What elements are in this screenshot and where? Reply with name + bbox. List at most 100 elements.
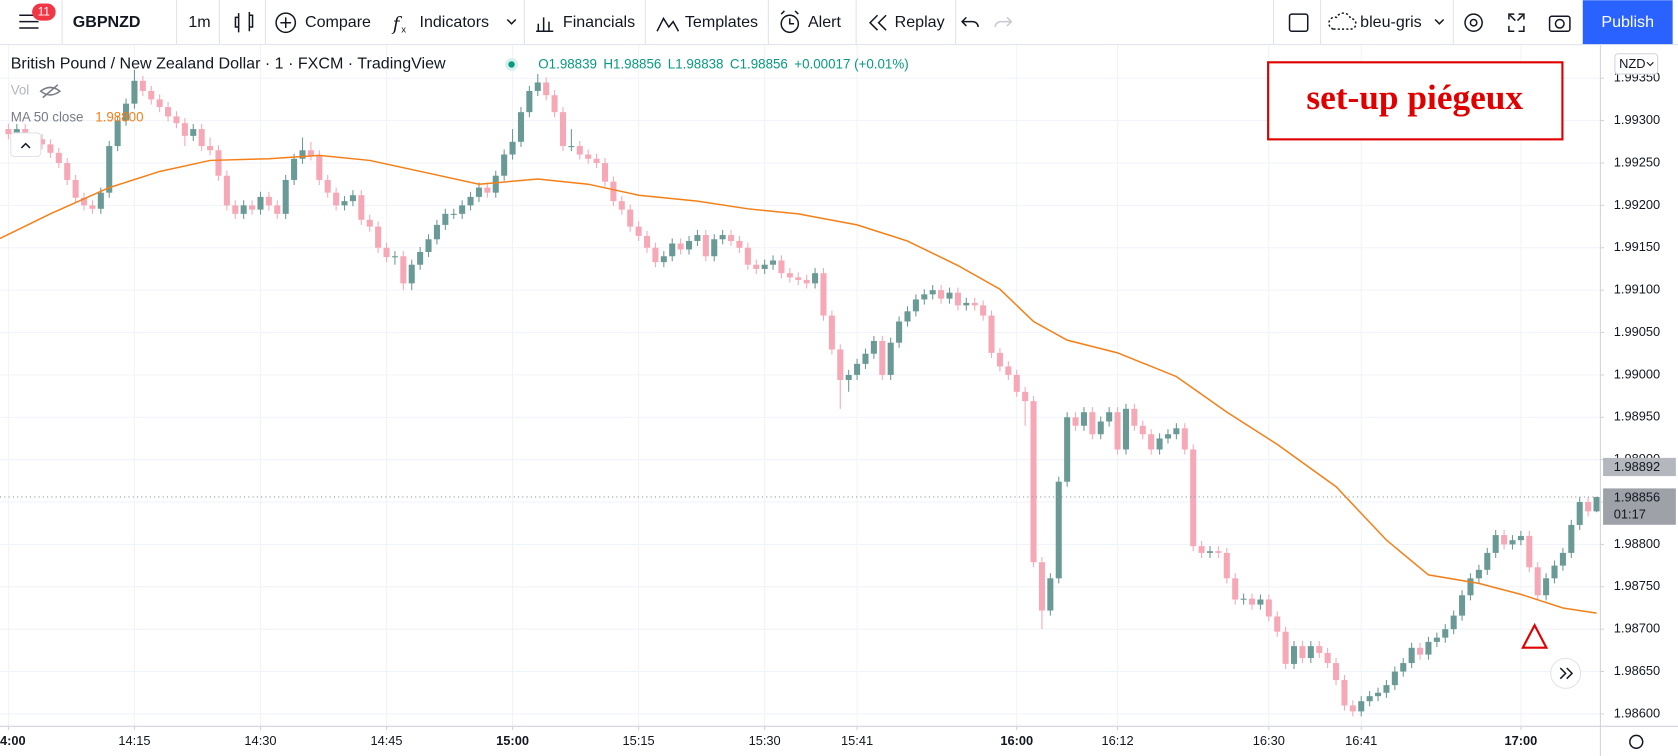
candle-body bbox=[47, 144, 54, 153]
candle-body bbox=[181, 123, 188, 136]
candle-body bbox=[89, 205, 96, 209]
candle-body bbox=[1055, 481, 1062, 579]
candle-body bbox=[1349, 705, 1356, 712]
layout-icon[interactable] bbox=[1288, 13, 1309, 33]
candle-body bbox=[1240, 598, 1247, 600]
candle-body bbox=[786, 273, 793, 278]
candle-body bbox=[156, 99, 163, 108]
compare-button[interactable]: Compare bbox=[305, 13, 371, 31]
hidden-icon[interactable] bbox=[39, 84, 62, 99]
candle-body bbox=[963, 302, 970, 306]
publish-button[interactable] bbox=[1582, 0, 1673, 45]
candle-body bbox=[316, 155, 323, 180]
candle-body bbox=[274, 205, 281, 214]
candle-body bbox=[509, 141, 516, 155]
annotation[interactable]: set-up piégeux bbox=[1306, 78, 1523, 117]
chart-type-icon[interactable] bbox=[234, 12, 254, 33]
indicators-button[interactable]: Indicators bbox=[420, 13, 490, 31]
dropdown-icon[interactable] bbox=[1434, 18, 1445, 25]
ma-value: 1.98800 bbox=[95, 109, 143, 124]
candle-body bbox=[484, 187, 491, 193]
candle-body bbox=[282, 179, 289, 214]
candle-body bbox=[139, 80, 146, 91]
y-tick-label: 1.99050 bbox=[1614, 324, 1660, 339]
candle-body bbox=[845, 374, 852, 380]
templates-button[interactable]: Templates bbox=[685, 13, 758, 31]
x-tick-label: 15:30 bbox=[749, 733, 781, 748]
candle-body bbox=[1517, 535, 1524, 541]
candle-body bbox=[1139, 425, 1146, 435]
collapse-button[interactable] bbox=[10, 132, 42, 158]
legend: British Pound / New Zealand Dollar · 1 ·… bbox=[10, 55, 909, 158]
annotation-box[interactable] bbox=[1267, 61, 1564, 141]
candle-body bbox=[1013, 374, 1020, 392]
candle-body bbox=[383, 247, 390, 258]
candle-body bbox=[1114, 412, 1121, 450]
candle-body bbox=[341, 201, 348, 206]
candle-body bbox=[442, 213, 449, 225]
candle-body bbox=[1097, 421, 1104, 435]
candle-body bbox=[55, 152, 62, 163]
candle-body bbox=[996, 352, 1003, 367]
candle-body bbox=[333, 192, 340, 206]
candle-body bbox=[1333, 663, 1340, 681]
candle-body bbox=[467, 196, 474, 206]
undo[interactable] bbox=[961, 16, 979, 28]
symbol[interactable]: GBPNZD bbox=[73, 13, 141, 31]
replay-button[interactable]: Replay bbox=[895, 13, 945, 31]
dropdown-icon[interactable] bbox=[506, 18, 517, 25]
currency[interactable]: NZD bbox=[1619, 56, 1645, 71]
candle-body bbox=[433, 224, 440, 240]
candle-body bbox=[1156, 438, 1163, 450]
menu-button[interactable]: 11 bbox=[19, 3, 56, 29]
candle-body bbox=[299, 150, 306, 159]
layout-name[interactable]: bleu-gris bbox=[1360, 13, 1422, 31]
currency-button[interactable] bbox=[1614, 53, 1659, 75]
financials-button[interactable]: Financials bbox=[563, 13, 635, 31]
candle-body bbox=[1282, 631, 1289, 664]
candle-body bbox=[1442, 629, 1449, 638]
candle-body bbox=[450, 213, 457, 215]
axis-settings[interactable] bbox=[1629, 734, 1644, 750]
candle-body bbox=[862, 353, 869, 364]
candle-body bbox=[1467, 578, 1474, 596]
candle-body bbox=[1131, 408, 1138, 426]
candle-body bbox=[148, 90, 155, 100]
settings-icon[interactable] bbox=[1464, 13, 1483, 33]
candle-body bbox=[1122, 408, 1129, 450]
candle-body bbox=[929, 290, 936, 295]
candle-body bbox=[400, 256, 407, 284]
candle-body bbox=[559, 112, 567, 147]
fullscreen-icon[interactable] bbox=[1508, 13, 1525, 33]
candle-body bbox=[1064, 417, 1071, 482]
candle-body bbox=[1509, 540, 1516, 545]
alert-button[interactable]: Alert bbox=[808, 13, 842, 31]
redo[interactable] bbox=[994, 16, 1013, 28]
candle-body bbox=[593, 158, 600, 163]
snapshot-icon[interactable] bbox=[1548, 15, 1571, 33]
y-tick-label: 1.98750 bbox=[1614, 578, 1660, 593]
x-tick-label: 4:00 bbox=[0, 733, 26, 748]
candle-body bbox=[912, 299, 919, 312]
candle-body bbox=[97, 192, 104, 209]
candle-body bbox=[501, 154, 508, 176]
candle-body bbox=[887, 342, 894, 375]
candle-body bbox=[744, 247, 751, 265]
candle-body bbox=[610, 181, 617, 202]
candle-body bbox=[870, 340, 877, 354]
candle-body bbox=[1459, 595, 1466, 616]
high: H1.98856 bbox=[603, 56, 661, 71]
signal-triangle bbox=[1521, 622, 1549, 649]
candle-body bbox=[896, 321, 903, 343]
candle-body bbox=[1173, 428, 1180, 435]
dropdown-icon bbox=[1646, 61, 1654, 67]
interval[interactable]: 1m bbox=[188, 13, 210, 31]
candle-body bbox=[1375, 692, 1382, 697]
candle-body bbox=[694, 235, 701, 241]
publish-label[interactable]: Publish bbox=[1601, 13, 1654, 31]
open: O1.98839 bbox=[538, 56, 597, 71]
candle-body bbox=[1576, 502, 1583, 525]
candle-body bbox=[173, 116, 180, 124]
candle-body bbox=[64, 162, 71, 180]
candle-body bbox=[1341, 680, 1348, 706]
